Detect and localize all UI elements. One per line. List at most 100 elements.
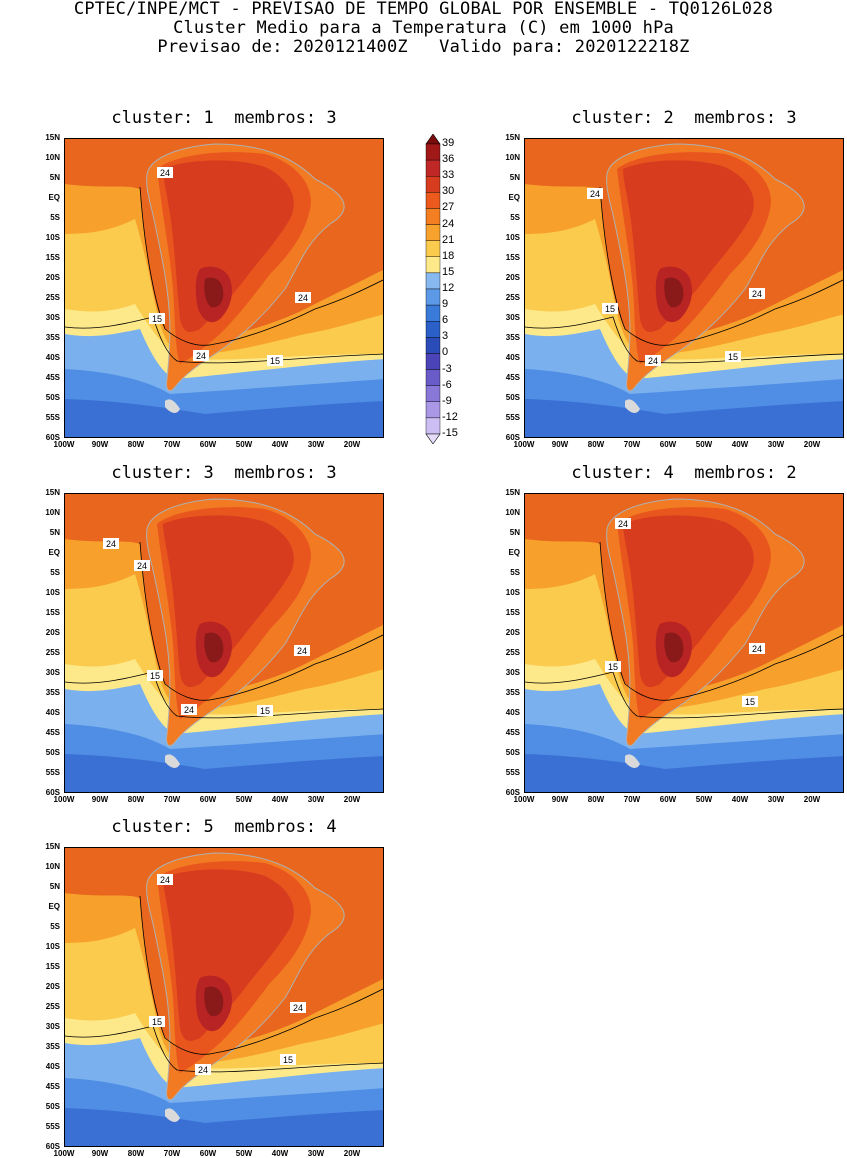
lon-tick-label: 90W (551, 795, 569, 804)
contour-label: 24 (294, 645, 310, 656)
lon-tick-label: 70W (163, 795, 181, 804)
contour-label-text: 24 (648, 356, 658, 366)
panel-title: cluster: 3 membros: 3 (111, 463, 337, 483)
lat-tick-label: 40S (505, 353, 520, 362)
lon-tick-label: 60W (199, 1149, 217, 1158)
lat-tick-label: 30S (45, 668, 60, 677)
colorbar-label: -6 (442, 378, 452, 391)
lat-tick-label: 5N (49, 882, 60, 891)
lat-tick-label: 40S (45, 353, 60, 362)
contour-label: 15 (267, 355, 283, 366)
lon-tick-label: 60W (659, 795, 677, 804)
colorbar-swatch (425, 176, 441, 193)
lon-tick-label: 70W (623, 440, 641, 449)
lon-tick-label: 70W (163, 440, 181, 449)
lat-tick-label: 15S (45, 253, 60, 262)
header-line-2: Cluster Medio para a Temperatura (C) em … (173, 18, 674, 38)
lat-tick-label: 10S (45, 942, 60, 951)
temperature-band (204, 986, 224, 1017)
lat-tick-label: 10S (45, 233, 60, 242)
contour-label-text: 24 (196, 351, 206, 361)
temperature-band (163, 869, 294, 1041)
colorbar-label: 9 (442, 298, 449, 311)
contour-label: 24 (103, 538, 119, 549)
lon-tick-label: 20W (343, 440, 361, 449)
contour-label: 24 (615, 518, 631, 529)
colorbar-label: 15 (442, 265, 455, 278)
lon-tick-label: 80W (587, 795, 605, 804)
isotherm-15 (65, 1025, 383, 1073)
contour-label: 15 (280, 1054, 296, 1065)
header-line-3: Previsao de: 2020121400Z Valido para: 20… (157, 37, 690, 57)
colorbar-swatch (425, 256, 441, 274)
contour-label: 24 (157, 167, 173, 178)
temperature-band (165, 754, 180, 768)
contour-label-text: 24 (160, 168, 170, 178)
lat-tick-label: 10N (45, 153, 60, 162)
lat-tick-label: EQ (48, 193, 60, 202)
lat-tick-label: 10S (505, 233, 520, 242)
lat-tick-label: 60S (505, 433, 520, 442)
temperature-band (204, 632, 224, 663)
lat-tick-label: 20S (505, 628, 520, 637)
lat-tick-label: 15N (45, 842, 60, 851)
lon-tick-label: 20W (343, 795, 361, 804)
lon-tick-label: 50W (235, 1149, 253, 1158)
temperature-band (65, 1108, 383, 1146)
contour-label: 15 (725, 351, 741, 362)
lon-tick-label: 80W (127, 1149, 145, 1158)
colorbar-swatch (425, 143, 441, 161)
isotherm-24 (599, 186, 843, 346)
lat-tick-label: 60S (45, 788, 60, 797)
contour-label: 24 (645, 355, 661, 366)
colorbar-swatch (425, 433, 441, 444)
lat-tick-label: 5N (49, 173, 60, 182)
coastline (146, 498, 345, 747)
contour-label: 15 (742, 696, 758, 707)
colorbar-label: 39 (442, 137, 455, 149)
colorbar-swatch (425, 208, 441, 225)
temperature-map: 24 24 15 24 15 (64, 138, 384, 438)
lon-tick-label: 40W (271, 795, 289, 804)
contour-label: 15 (149, 1016, 165, 1027)
lat-tick-label: 10N (45, 862, 60, 871)
temperature-band (664, 632, 684, 663)
lat-tick-label: 35S (505, 333, 520, 342)
contour-label-text: 15 (270, 356, 280, 366)
contour-label-text: 15 (605, 304, 615, 314)
temperature-band (163, 160, 294, 332)
temperature-band (623, 515, 754, 687)
lat-tick-label: 60S (45, 1142, 60, 1151)
panel-title: cluster: 5 membros: 4 (111, 817, 337, 837)
isotherm-15 (65, 671, 383, 719)
contour-label: 15 (605, 661, 621, 672)
temperature-band (165, 399, 180, 413)
temperature-map: 24 15 24 15 (524, 493, 844, 793)
lat-tick-label: 5S (50, 922, 60, 931)
contour-label: 15 (149, 313, 165, 324)
contour-label-text: 24 (137, 561, 147, 571)
lon-tick-label: 50W (235, 795, 253, 804)
lon-tick-label: 30W (307, 440, 325, 449)
lat-tick-label: 45S (45, 728, 60, 737)
lat-tick-label: 50S (45, 393, 60, 402)
lon-tick-label: 100W (53, 440, 75, 449)
lat-tick-label: 30S (45, 313, 60, 322)
lat-tick-label: 35S (45, 688, 60, 697)
isotherm-24 (139, 895, 383, 1055)
lon-tick-label: 80W (127, 795, 145, 804)
temperature-band (65, 754, 383, 792)
lat-tick-label: 10N (505, 153, 520, 162)
lon-tick-label: 70W (623, 795, 641, 804)
lat-tick-label: 15S (45, 608, 60, 617)
contour-label: 15 (257, 705, 273, 716)
colorbar-label: 27 (442, 201, 455, 214)
lat-tick-label: 20S (45, 273, 60, 282)
temperature-band (165, 1108, 180, 1122)
contour-label: 24 (749, 643, 765, 654)
lat-tick-label: 15N (45, 133, 60, 142)
contour-label: 24 (295, 292, 311, 303)
temperature-band (525, 399, 843, 437)
colorbar-label: 12 (442, 282, 455, 294)
colorbar-label: -9 (442, 394, 452, 407)
